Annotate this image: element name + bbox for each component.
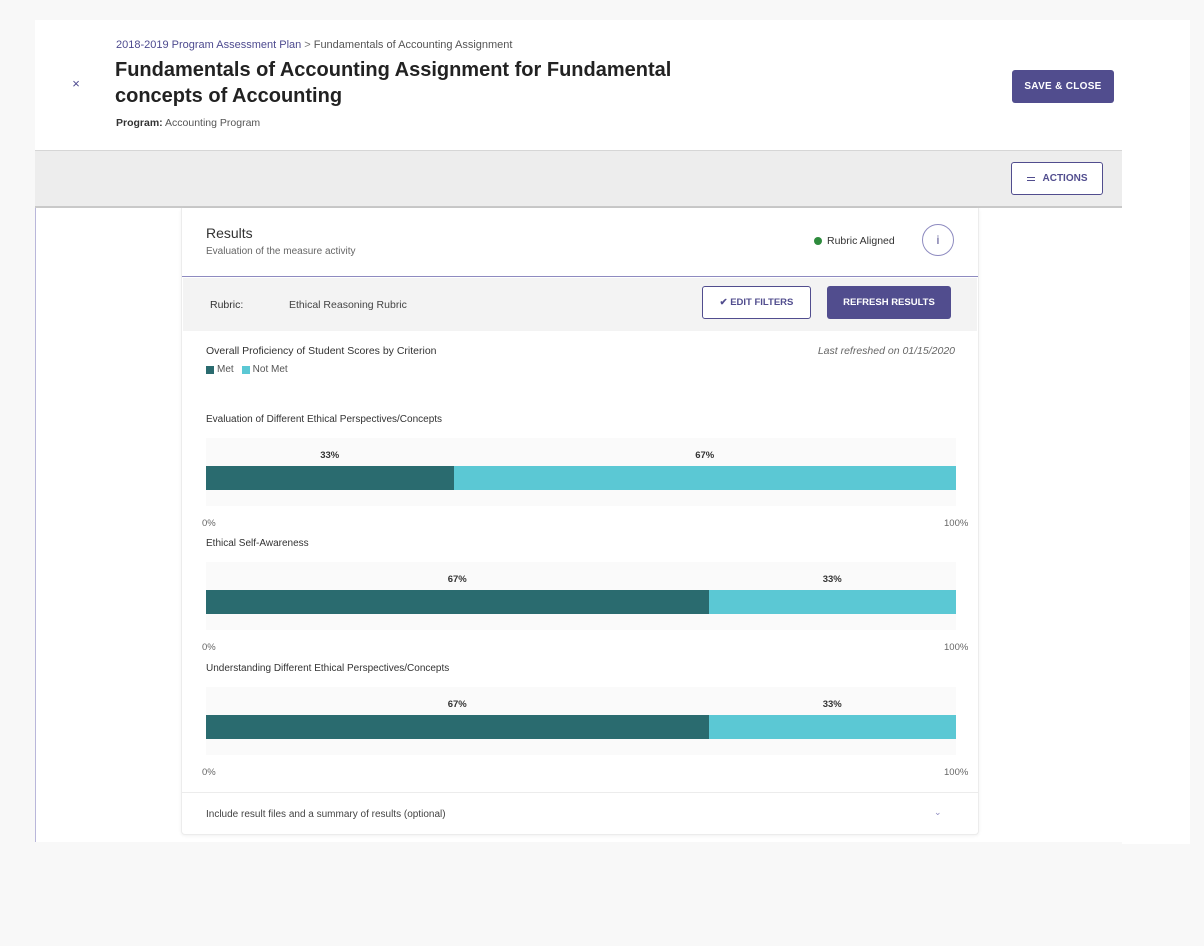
menu-icon bbox=[1026, 175, 1035, 183]
program-label: Program: bbox=[116, 117, 163, 129]
results-title: Results bbox=[206, 225, 253, 241]
rubric-value: Ethical Reasoning Rubric bbox=[289, 299, 407, 311]
axis-min-label: 0% bbox=[202, 518, 216, 529]
status-dot-icon bbox=[814, 237, 822, 245]
stacked-bar bbox=[206, 590, 956, 614]
close-icon[interactable]: × bbox=[72, 76, 80, 91]
page-title: Fundamentals of Accounting Assignment fo… bbox=[115, 59, 672, 107]
breadcrumb-separator: > bbox=[304, 39, 311, 51]
legend-swatch-not-met bbox=[241, 365, 250, 374]
refresh-results-button[interactable]: REFRESH RESULTS bbox=[827, 286, 951, 319]
stacked-bar bbox=[206, 715, 956, 739]
bar-segment-not-met bbox=[453, 466, 956, 490]
results-subtitle: Evaluation of the measure activity bbox=[206, 246, 356, 257]
criterion-label: Ethical Self-Awareness bbox=[206, 538, 309, 549]
actions-label: ACTIONS bbox=[1042, 173, 1088, 184]
breadcrumb-current: Fundamentals of Accounting Assignment bbox=[313, 39, 513, 51]
data-label-not-met: 67% bbox=[695, 450, 715, 461]
bar-segment-met bbox=[206, 715, 709, 739]
rubric-aligned-status: Rubric Aligned bbox=[814, 235, 895, 247]
chevron-down-icon[interactable]: ⌄ bbox=[934, 807, 942, 817]
bar-segment-met bbox=[206, 466, 454, 490]
program-value: Accounting Program bbox=[165, 117, 261, 129]
chart-title: Overall Proficiency of Student Scores by… bbox=[206, 345, 437, 357]
bar-segment-not-met bbox=[708, 715, 956, 739]
right-gutter bbox=[1122, 20, 1190, 844]
page-header: × 2018-2019 Program Assessment Plan > Fund… bbox=[35, 20, 1122, 150]
filter-bar: Rubric: Ethical Reasoning Rubric ✔ EDIT … bbox=[183, 278, 977, 331]
edit-filters-button[interactable]: ✔ EDIT FILTERS bbox=[702, 286, 811, 319]
results-card: Results Evaluation of the measure activi… bbox=[181, 208, 979, 835]
bar-segment-met bbox=[206, 590, 709, 614]
breadcrumb: 2018-2019 Program Assessment Plan > Fundam… bbox=[116, 39, 512, 51]
stacked-bar bbox=[206, 466, 956, 490]
program-info: Program: Accounting Program bbox=[116, 117, 260, 129]
legend-label-met: Met bbox=[217, 364, 234, 375]
save-close-button[interactable]: SAVE & CLOSE bbox=[1012, 70, 1114, 103]
actions-button[interactable]: ACTIONS bbox=[1011, 162, 1103, 195]
legend-swatch-met bbox=[206, 365, 214, 374]
results-header: Results Evaluation of the measure activi… bbox=[182, 208, 978, 277]
bar-segment-not-met bbox=[708, 590, 956, 614]
status-text: Rubric Aligned bbox=[827, 235, 895, 247]
breadcrumb-plan-link[interactable]: 2018-2019 Program Assessment Plan bbox=[116, 39, 302, 51]
info-button[interactable]: i bbox=[922, 224, 954, 256]
assessment-panel: × 2018-2019 Program Assessment Plan > Fund… bbox=[35, 20, 1122, 842]
axis-min-label: 0% bbox=[202, 767, 216, 778]
data-label-met: 67% bbox=[447, 574, 467, 585]
data-label-not-met: 33% bbox=[822, 699, 842, 710]
action-toolbar: ACTIONS bbox=[35, 150, 1122, 208]
data-label-met: 33% bbox=[320, 450, 340, 461]
optional-results-text: Include result files and a summary of re… bbox=[206, 809, 446, 820]
data-label-not-met: 33% bbox=[822, 574, 842, 585]
criterion-label: Understanding Different Ethical Perspect… bbox=[206, 663, 450, 674]
legend-not-met: Not Met bbox=[241, 364, 288, 375]
chart-legend: Met Not Met bbox=[206, 364, 288, 375]
optional-results-row[interactable]: Include result files and a summary of re… bbox=[182, 792, 978, 835]
axis-max-label: 100% bbox=[944, 767, 969, 778]
axis-max-label: 100% bbox=[944, 642, 969, 653]
data-label-met: 67% bbox=[447, 699, 467, 710]
criterion-label: Evaluation of Different Ethical Perspect… bbox=[206, 414, 443, 425]
rubric-label: Rubric: bbox=[210, 299, 244, 311]
legend-label-not-met: Not Met bbox=[252, 364, 288, 375]
axis-max-label: 100% bbox=[944, 518, 969, 529]
axis-min-label: 0% bbox=[202, 642, 216, 653]
legend-met: Met bbox=[206, 364, 234, 375]
left-divider bbox=[35, 208, 36, 842]
last-refreshed: Last refreshed on 01/15/2020 bbox=[817, 345, 955, 357]
